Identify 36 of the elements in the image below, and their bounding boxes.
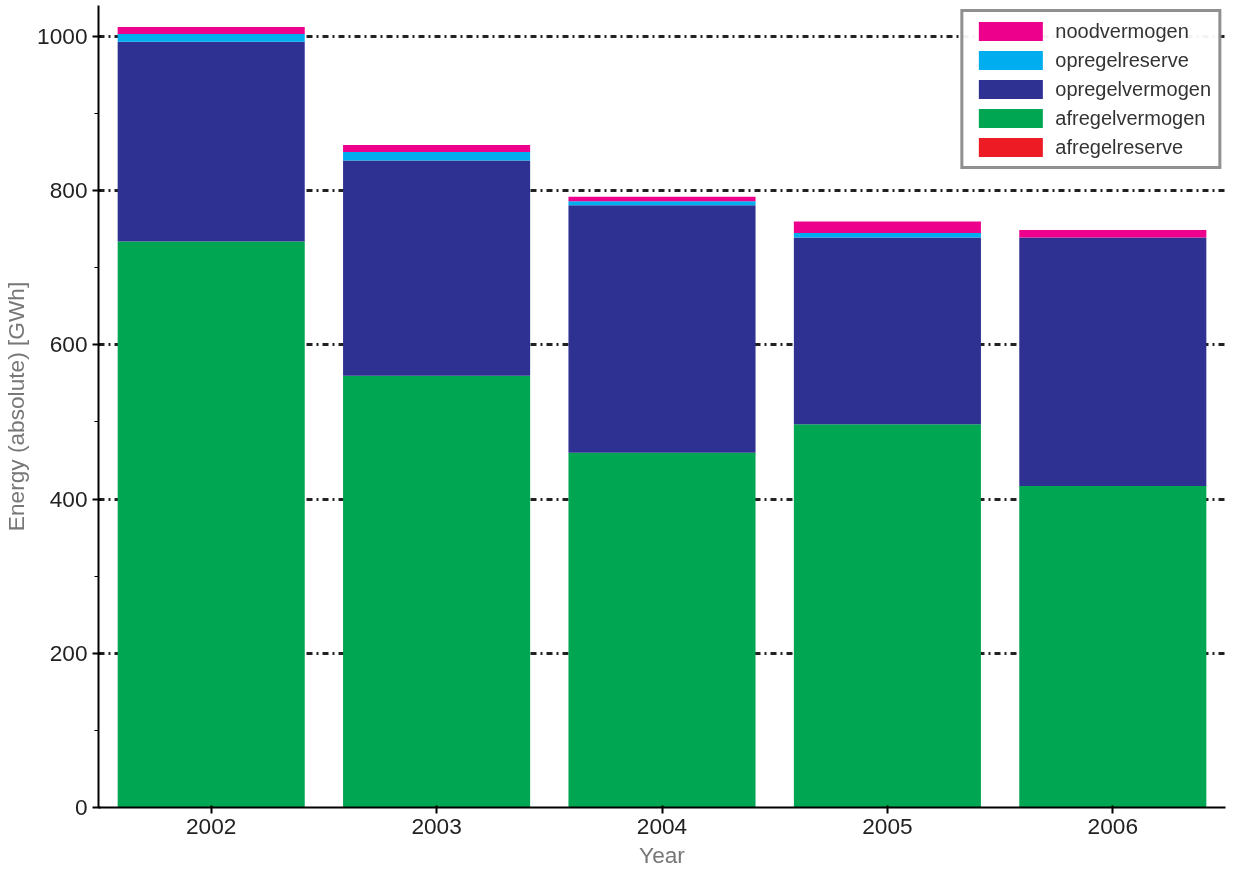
bar	[568, 205, 756, 453]
x-tick-label: 2005	[862, 812, 913, 839]
bar	[343, 145, 531, 153]
bar	[117, 241, 305, 808]
x-tick-label: 2002	[186, 812, 237, 839]
bar	[1019, 229, 1207, 238]
y-tick-label: 1000	[37, 22, 88, 49]
y-tick-label: 200	[49, 639, 88, 666]
bar	[568, 452, 756, 808]
bar	[793, 221, 981, 233]
x-tick-label: 2003	[411, 812, 462, 839]
x-axis-title: Year	[639, 841, 686, 868]
x-tick-label: 2004	[636, 812, 688, 839]
bar	[343, 152, 531, 161]
y-tick-label: 400	[49, 485, 88, 512]
bar	[343, 375, 531, 808]
bar	[1019, 237, 1207, 486]
y-axis-title: Energy (absolute) [GWh]	[3, 281, 30, 532]
bar	[793, 424, 981, 808]
y-tick-label: 800	[49, 177, 88, 204]
bar	[568, 201, 756, 206]
bar	[117, 27, 305, 35]
legend-label: opregelreserve	[1055, 48, 1189, 72]
legend-label: opregelvermogen	[1055, 77, 1211, 101]
y-tick-label: 600	[49, 331, 88, 358]
bar	[793, 237, 981, 425]
legend-label: afregelvermogen	[1055, 106, 1206, 130]
x-tick-label: 2006	[1087, 812, 1139, 839]
legend-label: noodvermogen	[1055, 19, 1189, 43]
bar	[1019, 485, 1207, 808]
bar	[117, 41, 305, 242]
legend-label: afregelreserve	[1055, 135, 1184, 159]
y-tick-label: 0	[74, 794, 88, 820]
bar	[117, 34, 305, 42]
bar	[793, 232, 981, 238]
bar	[343, 160, 531, 376]
